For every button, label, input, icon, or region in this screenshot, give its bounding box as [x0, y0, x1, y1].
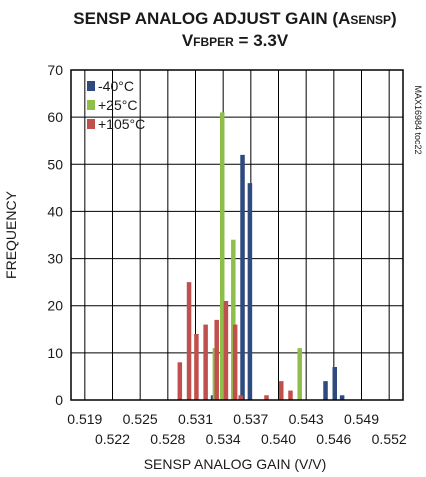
- histogram-bar: [231, 239, 236, 400]
- x-tick-label: 0.519: [67, 411, 102, 427]
- legend-swatch-neg40c: [87, 81, 95, 91]
- part-code-label: MAX16984 toc22: [413, 85, 423, 154]
- x-tick-label: 0.534: [206, 431, 241, 447]
- chart-title-line-1: SENSP ANALOG ADJUST GAIN (ASENSP): [73, 9, 396, 28]
- histogram-bar: [223, 301, 229, 400]
- y-tick-label: 70: [47, 62, 63, 78]
- x-axis-label: SENSP ANALOG GAIN (V/V): [144, 456, 327, 472]
- histogram-bar: [203, 324, 208, 400]
- histogram-bar: [214, 319, 219, 400]
- histogram-bar: [240, 154, 245, 400]
- x-tick-label: 0.543: [289, 411, 324, 427]
- y-tick-label: 40: [47, 203, 63, 219]
- x-tick-label: 0.540: [261, 431, 296, 447]
- y-tick-label: 50: [47, 156, 63, 172]
- x-tick-label: 0.522: [95, 431, 130, 447]
- histogram-bar: [194, 334, 199, 400]
- chart-title: SENSP ANALOG ADJUST GAIN (ASENSP) VFBPER…: [73, 9, 396, 50]
- plot-bars: [177, 112, 345, 401]
- legend-label-neg40c: -40°C: [98, 78, 134, 94]
- histogram-bar: [219, 112, 225, 401]
- x-tick-label: 0.537: [233, 411, 268, 427]
- histogram-bar: [323, 381, 328, 400]
- y-tick-label: 20: [47, 298, 63, 314]
- x-tick-label: 0.528: [150, 431, 185, 447]
- histogram-bar: [297, 348, 302, 400]
- x-tick-label: 0.552: [372, 431, 407, 447]
- legend-swatch-25c: [87, 100, 95, 110]
- y-tick-label: 0: [55, 392, 63, 408]
- histogram-bar: [288, 390, 293, 400]
- histogram-bar: [279, 381, 284, 400]
- plot-frame: [70, 69, 404, 401]
- chart-title-line-2: VFBPER = 3.3V: [182, 31, 289, 50]
- x-tick-label: 0.525: [123, 411, 158, 427]
- y-tick-label: 60: [47, 109, 63, 125]
- y-tick-label: 10: [47, 345, 63, 361]
- x-tick-label: 0.546: [316, 431, 351, 447]
- histogram-bar: [232, 324, 238, 400]
- legend-swatch-105c: [87, 119, 95, 129]
- chart-legend: -40°C +25°C +105°C: [87, 78, 145, 132]
- histogram-bar: [177, 362, 183, 400]
- y-tick-label: 30: [47, 251, 63, 267]
- legend-label-105c: +105°C: [98, 116, 145, 132]
- axis-ticks: 0 10 20 30 40 50 60 70 0.519 0.525 0.531 0.537 0.543…: [47, 62, 406, 447]
- histogram-bar: [332, 367, 338, 400]
- histogram-bar: [264, 395, 269, 400]
- y-axis-label: FREQUENCY: [3, 190, 19, 279]
- histogram-bar: [186, 282, 192, 400]
- histogram-bar: [339, 395, 345, 400]
- x-tick-label: 0.531: [178, 411, 213, 427]
- x-tick-label: 0.549: [344, 411, 379, 427]
- histogram-bar: [238, 395, 243, 400]
- legend-label-25c: +25°C: [98, 97, 137, 113]
- histogram-bar: [247, 183, 253, 400]
